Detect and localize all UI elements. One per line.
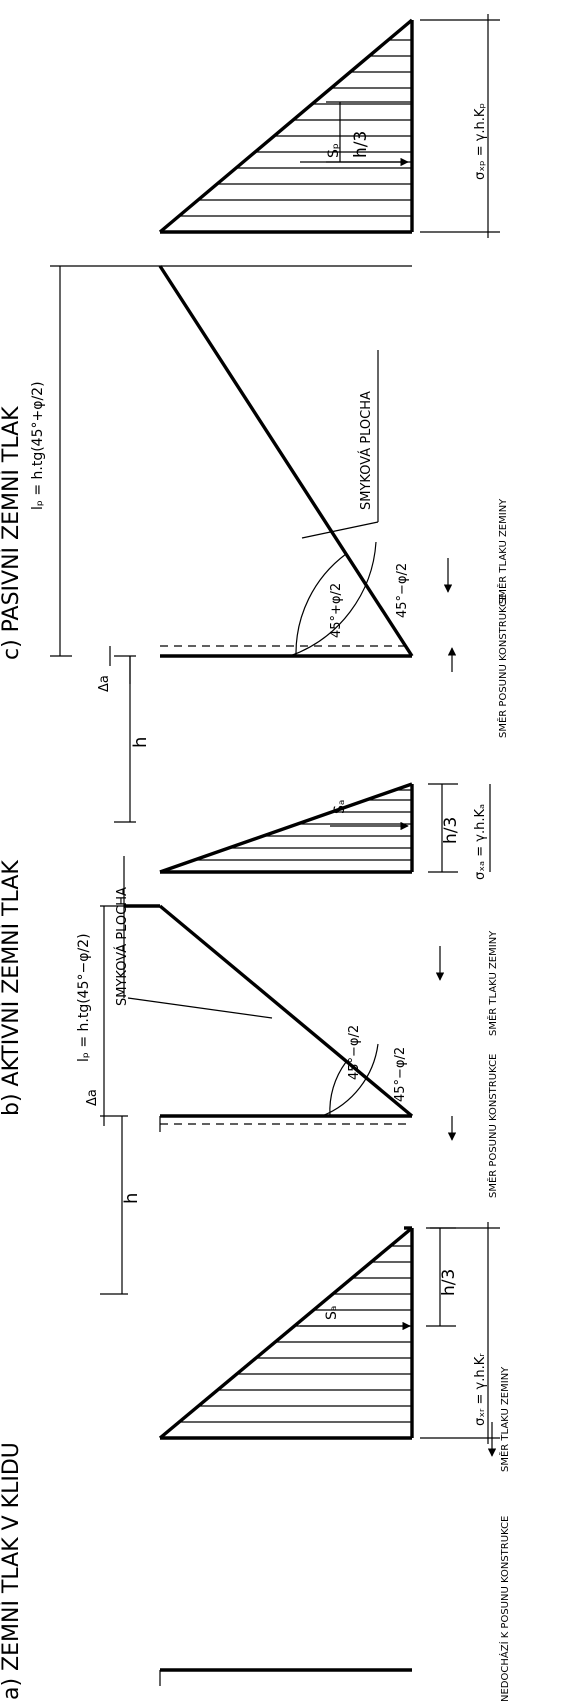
lp-dimension	[50, 265, 160, 657]
height-label: h	[130, 737, 151, 748]
panel-a: a) ZEMNÍ TLAK V KLIDU	[0, 1222, 511, 1702]
angle-arc-upper	[295, 553, 347, 657]
panel-b-title: b) AKTIVNÍ ZEMNÍ TLAK	[0, 860, 24, 1116]
pressure-dir-label: SMĚR TLAKU ZEMINY	[486, 930, 499, 1036]
lp-label: lₚ = h.tg(45°−φ/2)	[76, 933, 92, 1062]
angle-upper-label: 45°−φ/2	[347, 1025, 362, 1080]
delta-label: Δa	[85, 1089, 100, 1106]
force-label: Sₚ	[326, 143, 342, 158]
height-dimension	[100, 1115, 128, 1295]
shear-label: SMYKOVÁ PLOCHA	[358, 391, 374, 510]
third-label: h/3	[351, 131, 371, 158]
third-label: h/3	[441, 817, 461, 844]
third-dimension	[428, 783, 458, 873]
panel-c-title: c) PASIVNÍ ZEMNÍ TLAK	[0, 406, 24, 660]
sliding-wedge	[158, 265, 414, 657]
angle-arc-upper	[329, 1061, 347, 1117]
lp-label: lₚ = h.tg(45°+φ/2)	[30, 381, 46, 510]
panel-c: c) PASIVNÍ ZEMNÍ TLAK lₚ = h.tg(45°+φ/2)…	[0, 14, 509, 823]
panel-a-title: a) ZEMNÍ TLAK V KLIDU	[0, 1442, 24, 1700]
shear-leader	[301, 521, 379, 539]
third-label: h/3	[439, 1269, 459, 1296]
height-label: h	[121, 1193, 142, 1204]
pressure-triangle	[159, 782, 414, 874]
third-dimension	[326, 101, 412, 163]
angle-arc-lower	[321, 1043, 379, 1117]
angle-lower-label: 45°−φ/2	[395, 563, 410, 618]
panel-b: b) AKTIVNÍ ZEMNÍ TLAK h Δa lₚ = h.tg(45°…	[0, 782, 499, 1295]
delta-label: Δa	[97, 675, 112, 692]
move-dir-label: SMĚR POSUNU KONSTRUKCE	[486, 1054, 499, 1198]
shear-label: SMYKOVÁ PLOCHA	[114, 887, 130, 1006]
angle-arc-lower	[289, 541, 377, 657]
angle-lower-label: 45°−φ/2	[393, 1047, 408, 1102]
move-dir-label: SMĚR POSUNU KONSTRUKCE	[496, 594, 509, 738]
stress-label: σₓᵣ = γ.h.Kᵣ	[473, 1353, 488, 1426]
pressure-triangle	[158, 18, 414, 234]
angle-upper-label: 45°+φ/2	[329, 583, 344, 638]
shear-leader	[127, 997, 273, 1019]
stress-label: σₓₚ = γ.h.Kₚ	[473, 103, 488, 180]
stress-dimension	[420, 14, 500, 238]
displacement-note: NEDOCHÁZÍ K POSUNU KONSTRUKCE	[498, 1516, 511, 1702]
force-label: Sₐ	[332, 800, 348, 814]
height-dimension	[114, 655, 136, 823]
pressure-dir-label: SMĚR TLAKU ZEMINY	[496, 498, 509, 604]
stress-label: σₓₐ = γ.h.Kₐ	[473, 804, 488, 880]
stress-dimension	[420, 1222, 500, 1444]
pressure-dir-label: SMĚR TLAKU ZEMINY	[498, 1366, 511, 1472]
pressure-triangle	[158, 1226, 414, 1440]
sliding-wedge	[100, 904, 414, 1118]
force-label: Sₐ	[324, 1306, 340, 1320]
